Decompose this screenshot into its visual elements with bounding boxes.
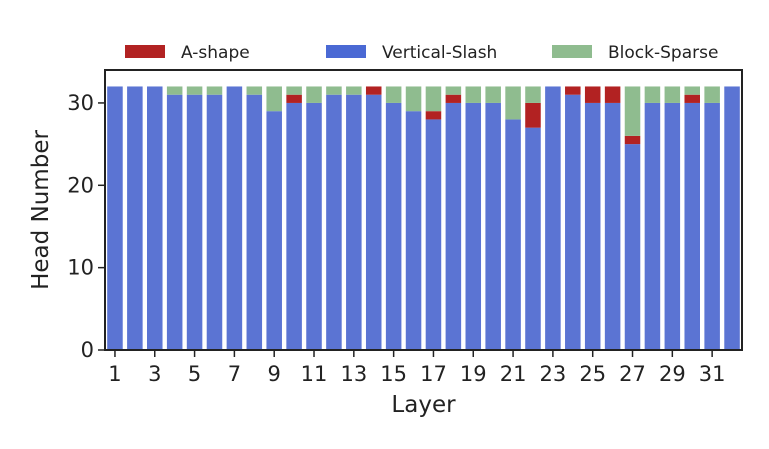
bar-a-shape-layer-18 bbox=[445, 94, 462, 103]
bar-block-sparse-layer-27 bbox=[624, 86, 641, 136]
bar-vertical-slash-layer-13 bbox=[346, 94, 362, 351]
bar-vertical-slash-layer-4 bbox=[166, 94, 183, 351]
bar-block-sparse-layer-16 bbox=[405, 86, 422, 112]
bar-vertical-slash-layer-6 bbox=[206, 94, 223, 351]
x-tick-label: 23 bbox=[540, 362, 567, 386]
bar-block-sparse-layer-9 bbox=[266, 86, 282, 112]
bar-vertical-slash-layer-27 bbox=[624, 144, 641, 350]
bar-vertical-slash-layer-32 bbox=[724, 86, 740, 350]
bar-block-sparse-layer-15 bbox=[385, 86, 402, 103]
bar-vertical-slash-layer-16 bbox=[405, 111, 422, 351]
bar-a-shape-layer-10 bbox=[286, 94, 302, 103]
y-axis-label: Head Number bbox=[28, 130, 54, 290]
bar-vertical-slash-layer-25 bbox=[584, 102, 601, 350]
y-axis-ticks: 0 10 20 30 bbox=[67, 91, 105, 362]
bar-block-sparse-layer-29 bbox=[664, 86, 681, 103]
x-tick-label: 15 bbox=[380, 362, 407, 386]
bar-block-sparse-layer-17 bbox=[425, 86, 442, 112]
bar-block-sparse-layer-11 bbox=[306, 86, 322, 103]
bar-vertical-slash-layer-1 bbox=[107, 86, 123, 350]
y-tick-label: 0 bbox=[81, 338, 94, 362]
x-tick-label: 27 bbox=[619, 362, 646, 386]
bar-vertical-slash-layer-14 bbox=[365, 94, 382, 351]
bar-block-sparse-layer-19 bbox=[465, 86, 482, 103]
x-tick-label: 5 bbox=[188, 362, 201, 386]
bar-vertical-slash-layer-22 bbox=[525, 127, 541, 351]
bar-block-sparse-layer-12 bbox=[326, 86, 342, 95]
bar-block-sparse-layer-5 bbox=[186, 86, 203, 95]
x-tick-label: 25 bbox=[579, 362, 606, 386]
y-tick-label: 10 bbox=[67, 256, 94, 280]
x-tick-label: 31 bbox=[699, 362, 726, 386]
legend-swatch-block-sparse bbox=[552, 45, 592, 58]
x-tick-label: 21 bbox=[500, 362, 527, 386]
x-tick-label: 29 bbox=[659, 362, 686, 386]
bar-a-shape-layer-26 bbox=[604, 86, 621, 103]
bar-vertical-slash-layer-29 bbox=[664, 102, 681, 350]
bar-block-sparse-layer-8 bbox=[246, 86, 263, 95]
x-tick-label: 3 bbox=[148, 362, 161, 386]
bar-vertical-slash-layer-21 bbox=[505, 119, 521, 350]
bar-vertical-slash-layer-9 bbox=[266, 111, 282, 351]
bar-a-shape-layer-30 bbox=[684, 94, 700, 103]
y-tick-label: 20 bbox=[67, 173, 94, 197]
bar-block-sparse-layer-20 bbox=[485, 86, 501, 103]
bar-vertical-slash-layer-20 bbox=[485, 102, 501, 350]
x-tick-label: 11 bbox=[301, 362, 328, 386]
bar-vertical-slash-layer-26 bbox=[604, 102, 621, 350]
bar-block-sparse-layer-21 bbox=[505, 86, 521, 120]
bar-vertical-slash-layer-17 bbox=[425, 119, 442, 350]
bar-block-sparse-layer-10 bbox=[286, 86, 302, 95]
bar-a-shape-layer-27 bbox=[624, 135, 641, 145]
legend-label-block-sparse: Block-Sparse bbox=[608, 43, 718, 63]
bar-vertical-slash-layer-19 bbox=[465, 102, 482, 350]
bar-a-shape-layer-17 bbox=[425, 111, 442, 120]
bar-block-sparse-layer-4 bbox=[166, 86, 183, 95]
bar-a-shape-layer-14 bbox=[365, 86, 382, 95]
x-tick-label: 1 bbox=[108, 362, 121, 386]
legend-swatch-a-shape bbox=[125, 45, 165, 58]
x-tick-label: 17 bbox=[420, 362, 447, 386]
bar-vertical-slash-layer-15 bbox=[385, 102, 402, 350]
legend-swatch-vertical-slash bbox=[326, 45, 366, 58]
bar-a-shape-layer-22 bbox=[525, 102, 541, 128]
bar-vertical-slash-layer-5 bbox=[186, 94, 203, 351]
x-tick-label: 7 bbox=[228, 362, 241, 386]
bar-block-sparse-layer-30 bbox=[684, 86, 700, 95]
legend: A-shape Vertical-Slash Block-Sparse bbox=[125, 43, 718, 63]
bar-vertical-slash-layer-2 bbox=[127, 86, 143, 350]
bar-a-shape-layer-24 bbox=[565, 86, 581, 95]
bar-vertical-slash-layer-3 bbox=[147, 86, 163, 350]
bar-vertical-slash-layer-31 bbox=[704, 102, 720, 350]
bar-vertical-slash-layer-23 bbox=[545, 86, 561, 350]
plot-frame bbox=[104, 69, 743, 351]
bar-vertical-slash-layer-11 bbox=[306, 102, 322, 350]
bar-vertical-slash-layer-18 bbox=[445, 102, 462, 350]
y-tick-label: 30 bbox=[67, 91, 94, 115]
legend-label-vertical-slash: Vertical-Slash bbox=[382, 43, 497, 63]
bars-layer bbox=[107, 86, 740, 351]
bar-vertical-slash-layer-30 bbox=[684, 102, 700, 350]
legend-label-a-shape: A-shape bbox=[181, 43, 250, 63]
bar-a-shape-layer-25 bbox=[584, 86, 601, 103]
bar-vertical-slash-layer-7 bbox=[226, 86, 243, 350]
bar-block-sparse-layer-6 bbox=[206, 86, 223, 95]
bar-vertical-slash-layer-8 bbox=[246, 94, 263, 351]
bar-vertical-slash-layer-10 bbox=[286, 102, 302, 350]
bar-block-sparse-layer-18 bbox=[445, 86, 462, 95]
x-axis-label: Layer bbox=[391, 392, 456, 418]
bar-block-sparse-layer-28 bbox=[644, 86, 661, 103]
bar-vertical-slash-layer-12 bbox=[326, 94, 342, 351]
bar-vertical-slash-layer-28 bbox=[644, 102, 661, 350]
x-tick-label: 13 bbox=[340, 362, 367, 386]
bar-block-sparse-layer-22 bbox=[525, 86, 541, 103]
x-axis-ticks: 1 3 5 7 9 11 13 15 17 19 21 23 25 27 29 31 bbox=[108, 350, 726, 386]
bar-block-sparse-layer-13 bbox=[346, 86, 362, 95]
x-tick-label: 9 bbox=[268, 362, 281, 386]
x-tick-label: 19 bbox=[460, 362, 487, 386]
bar-vertical-slash-layer-24 bbox=[565, 94, 581, 351]
bar-block-sparse-layer-31 bbox=[704, 86, 720, 103]
